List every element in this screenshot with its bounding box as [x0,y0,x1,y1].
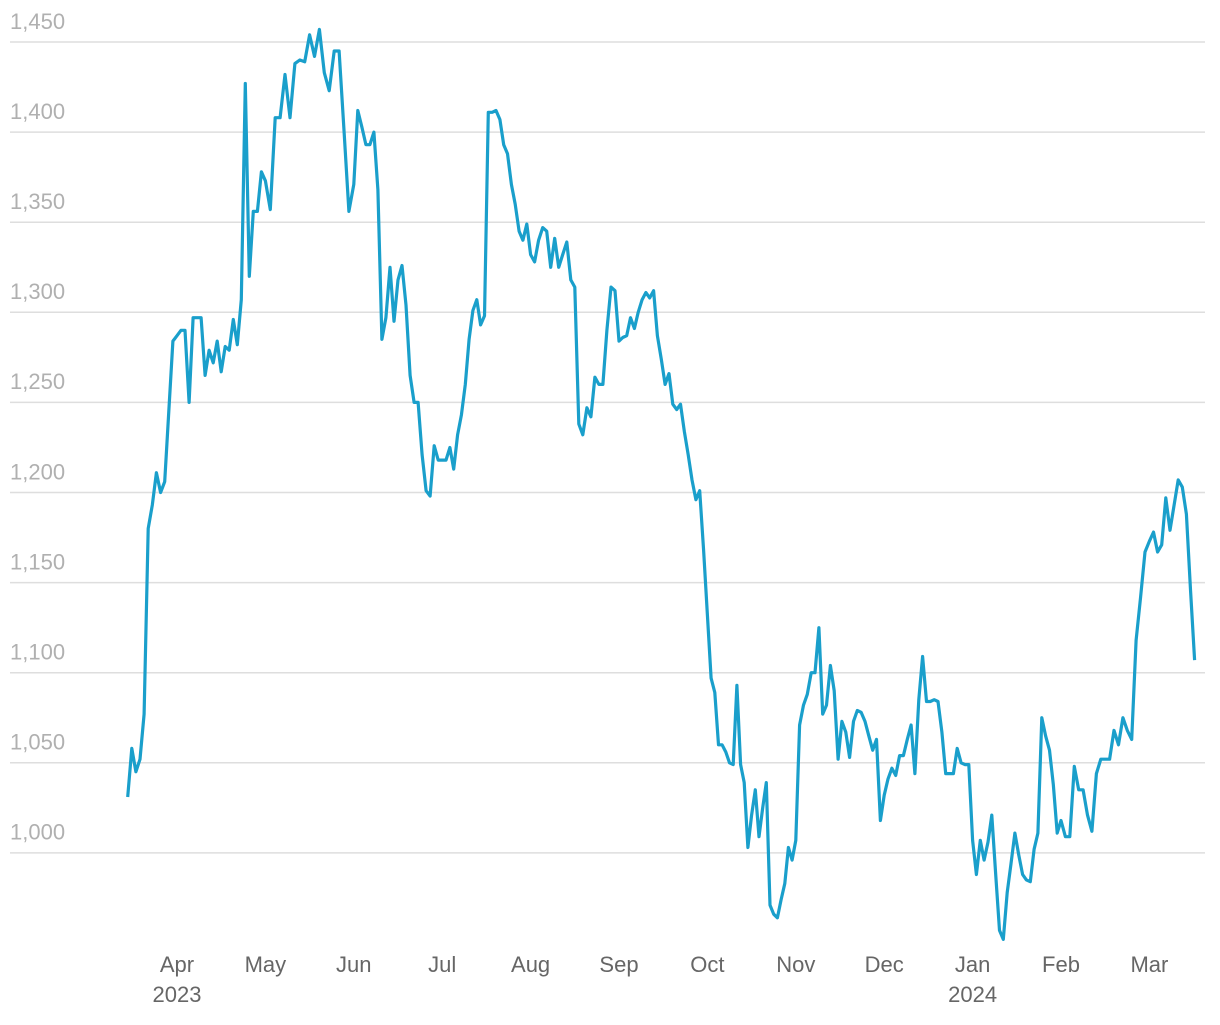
x-tick-label: May [245,952,287,977]
x-tick-label: Jun [336,952,371,977]
x-tick-label: Feb [1042,952,1080,977]
y-tick-label: 1,150 [10,549,65,574]
x-year-label: 2023 [153,982,202,1007]
x-tick-label: Jan [955,952,990,977]
x-tick-label: Jul [428,952,456,977]
y-tick-label: 1,300 [10,279,65,304]
x-year-label: 2024 [948,982,997,1007]
x-tick-label: Oct [690,952,724,977]
y-tick-label: 1,200 [10,459,65,484]
price-line [126,27,1197,941]
y-tick-label: 1,100 [10,640,65,665]
x-tick-label: Apr [160,952,194,977]
x-tick-label: Dec [865,952,904,977]
x-tick-label: Mar [1130,952,1168,977]
y-tick-label: 1,050 [10,730,65,755]
y-tick-label: 1,000 [10,820,65,845]
x-tick-label: Nov [776,952,815,977]
x-tick-label: Sep [599,952,638,977]
y-tick-label: 1,450 [10,9,65,34]
y-tick-label: 1,350 [10,189,65,214]
x-tick-label: Aug [511,952,550,977]
y-tick-label: 1,250 [10,369,65,394]
y-tick-label: 1,400 [10,99,65,124]
